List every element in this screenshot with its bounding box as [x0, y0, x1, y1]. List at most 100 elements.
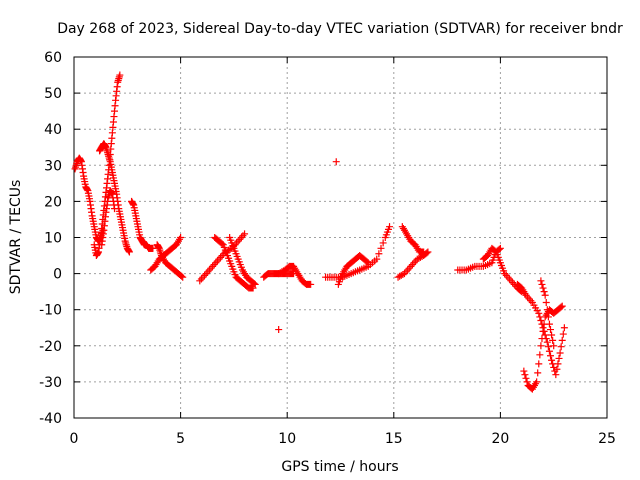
- data-point: [215, 255, 223, 263]
- x-axis-label: GPS time / hours: [281, 459, 398, 475]
- data-point: [496, 244, 504, 252]
- y-tick-label: -20: [39, 339, 62, 355]
- series-arc-1: [71, 154, 107, 245]
- data-point: [505, 275, 513, 283]
- data-point: [149, 244, 157, 252]
- data-point: [525, 295, 533, 303]
- data-point: [201, 271, 209, 279]
- series-arc-22: [520, 302, 566, 393]
- data-point: [535, 309, 543, 317]
- data-point: [539, 327, 547, 335]
- data-point: [536, 351, 544, 359]
- data-point: [218, 240, 226, 248]
- data-point: [178, 272, 186, 280]
- data-point: [547, 326, 555, 334]
- series-arc-10: [226, 234, 259, 288]
- series-arc-15: [334, 252, 372, 288]
- x-tick-label: 15: [385, 431, 403, 447]
- y-tick-label: 40: [44, 122, 62, 138]
- data-point: [520, 367, 528, 375]
- data-point: [540, 288, 548, 296]
- data-point: [234, 237, 242, 245]
- data-point: [275, 326, 283, 334]
- data-point: [555, 354, 563, 362]
- data-point: [364, 259, 372, 267]
- data-point: [236, 235, 244, 243]
- data-point: [556, 349, 564, 357]
- y-tick-label: -10: [39, 303, 62, 319]
- data-point: [548, 356, 556, 364]
- data-point: [545, 347, 553, 355]
- data-point: [558, 302, 566, 310]
- series-arc-18: [398, 223, 428, 256]
- data-point: [251, 280, 259, 288]
- series-arc-14: [322, 223, 394, 281]
- y-tick-label: -40: [39, 411, 62, 427]
- y-tick-label: -30: [39, 375, 62, 391]
- data-point: [125, 248, 133, 256]
- chart-title: Day 268 of 2023, Sidereal Day-to-day VTE…: [57, 21, 623, 37]
- data-point: [237, 234, 245, 241]
- data-point: [552, 371, 560, 379]
- data-point: [397, 271, 405, 279]
- series-arc-3: [96, 140, 133, 256]
- data-point: [202, 270, 210, 278]
- data-point: [363, 258, 371, 266]
- y-tick-label: 10: [44, 231, 62, 247]
- series-arc-4: [98, 187, 119, 249]
- data-point: [560, 324, 568, 332]
- x-tick-label: 10: [278, 431, 296, 447]
- data-point: [534, 369, 542, 377]
- data-point: [408, 261, 416, 269]
- data-point: [559, 330, 567, 338]
- data-point: [543, 338, 551, 346]
- y-tick-label: 0: [53, 267, 62, 283]
- data-point: [537, 342, 545, 350]
- data-point: [544, 343, 552, 351]
- data-point: [491, 247, 499, 255]
- x-tick-label: 25: [598, 431, 616, 447]
- series-arc-8: [196, 230, 249, 285]
- data-point: [375, 250, 383, 258]
- data-point: [527, 297, 535, 305]
- series-arc-6: [147, 234, 185, 274]
- data-point: [199, 273, 207, 281]
- series-arc-23: [537, 277, 558, 350]
- data-point: [116, 71, 124, 79]
- data-point: [307, 280, 315, 288]
- data-point: [379, 239, 387, 247]
- data-point: [537, 317, 545, 325]
- data-point: [541, 291, 549, 299]
- data-point: [545, 320, 553, 328]
- data-point: [507, 277, 515, 285]
- data-point: [213, 257, 221, 265]
- data-point: [558, 336, 566, 344]
- data-point: [544, 313, 552, 321]
- y-tick-label: 60: [44, 50, 62, 66]
- data-point: [217, 253, 225, 261]
- data-point: [332, 158, 340, 166]
- data-point: [209, 262, 217, 270]
- data-point: [207, 264, 215, 272]
- grid-lines: [74, 57, 607, 418]
- data-point: [557, 343, 565, 351]
- y-tick-label: 30: [44, 158, 62, 174]
- data-point: [521, 371, 529, 379]
- data-point: [420, 248, 428, 256]
- data-point: [423, 249, 431, 257]
- data-point: [554, 360, 562, 368]
- data-point: [239, 232, 247, 240]
- data-point: [533, 378, 541, 386]
- data-point: [373, 255, 381, 263]
- x-tick-label: 20: [491, 431, 509, 447]
- y-tick-label: 20: [44, 194, 62, 210]
- data-point: [538, 280, 546, 288]
- y-tick-label: 50: [44, 86, 62, 102]
- data-point: [550, 342, 558, 350]
- data-point: [543, 306, 551, 314]
- data-point: [177, 234, 185, 241]
- series-arc-5: [128, 197, 157, 252]
- axis-ticks: 0 5 10 15 20 25 -40 -30 -20 -10 0 10 20 30 40 50 60: [39, 50, 616, 447]
- data-point: [535, 360, 543, 368]
